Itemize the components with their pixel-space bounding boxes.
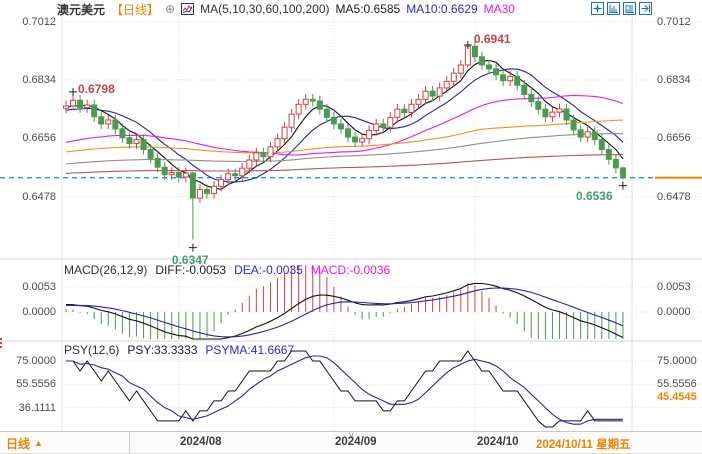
- axis-zoom-icon[interactable]: [623, 2, 636, 15]
- axis-label: 0.0000: [657, 306, 691, 318]
- month-label: 2024/09: [335, 436, 377, 448]
- psy-value: PSY:33.3333: [127, 343, 198, 357]
- period-tag: 【日线】: [111, 2, 160, 17]
- axis-label: 0.6478: [0, 190, 56, 203]
- axis-label: 75.0000: [657, 355, 697, 367]
- axis-label: 0.0053: [657, 281, 691, 293]
- axis-label: 0.6834: [0, 74, 56, 86]
- axis-label: 75.0000: [0, 355, 56, 367]
- macd-diff-line: [65, 282, 624, 340]
- ma-line-MA200: [65, 154, 623, 174]
- axis-label: 45.4545: [657, 390, 697, 403]
- low-price-annotation: 0.6347: [171, 252, 209, 267]
- axis-label: 0.0053: [0, 281, 56, 293]
- axis-label: 55.5556: [0, 378, 56, 391]
- macd-macd-value: MACD:-0.0036: [310, 263, 391, 277]
- extreme-marker-cross: [618, 181, 627, 190]
- time-axis-bar: 日线 ▲ ∨ 2024/08 2024/09 2024/10 2024/10/11 星…: [0, 430, 702, 454]
- axis-label: 36.1111: [0, 401, 56, 414]
- gridlines: [0, 0, 702, 431]
- crosshair-icon[interactable]: [591, 2, 604, 15]
- timeframe-selector[interactable]: 日线 ▲: [0, 432, 130, 454]
- extreme-marker-cross: [463, 40, 472, 49]
- ma-line-MA60: [65, 119, 623, 154]
- timeframe-label: 日线: [6, 436, 31, 451]
- ma10-value: MA10:0.6629: [406, 2, 478, 16]
- axis-label: 0.0000: [0, 306, 56, 318]
- macd-header: MACD(26,12,9) DIFF:-0.0053 DEA:-0.0035 M…: [64, 263, 390, 277]
- collapse-handle-icon[interactable]: ∨: [348, 430, 355, 440]
- macd-name: MACD(26,12,9): [64, 263, 148, 277]
- symbol-title: 澳元美元: [57, 2, 106, 17]
- macd-layer: [65, 265, 624, 340]
- ma-settings-label: MA(5,10,30,60,100,200): [200, 2, 330, 16]
- high-price-annotation: 0.6798: [78, 81, 115, 96]
- axis-label: 0.6478: [657, 190, 691, 203]
- ma-line-MA10: [65, 68, 624, 183]
- axis-label: 55.5556: [657, 378, 697, 391]
- axis-label: 0.7012: [657, 15, 691, 28]
- ma5-value: MA5:0.6585: [335, 2, 401, 16]
- month-label: 2024/08: [180, 436, 222, 448]
- ma-line-MA5: [65, 59, 624, 190]
- extreme-marker-cross: [188, 243, 197, 252]
- macd-diff-value: DIFF:-0.0053: [155, 263, 227, 277]
- low-price-annotation: 0.6536: [575, 188, 613, 203]
- extreme-marker-cross: [69, 87, 78, 96]
- candles-layer: [63, 41, 626, 240]
- high-price-annotation: 0.6941: [473, 31, 511, 46]
- axis-label: 0.6834: [657, 74, 691, 86]
- mini-chart-icon: [181, 3, 195, 15]
- psyma-value: PSYMA:41.6667: [205, 343, 295, 357]
- jump-to-latest-icon[interactable]: [639, 2, 652, 15]
- main-chart-header: 澳元美元 【日线】 ⊕ MA(5,10,30,60,100,200) MA5:0…: [57, 1, 515, 17]
- chart-canvas[interactable]: [0, 0, 702, 431]
- axis-scale-icon[interactable]: [607, 2, 620, 15]
- month-label: 2024/10: [477, 436, 519, 448]
- axis-label: 0.6656: [657, 132, 691, 145]
- chart-toolbar: [591, 2, 652, 15]
- macd-dea-line: [65, 287, 624, 338]
- panel-marker-icon: [0, 338, 6, 348]
- axis-label: 0.6656: [0, 132, 56, 145]
- psy-layer: [66, 350, 623, 428]
- ma-lines: [65, 59, 624, 190]
- current-date-label: 2024/10/11 星期五: [536, 439, 631, 451]
- timeframe-arrow-icon: ▲: [34, 438, 43, 448]
- psyma-line: [66, 355, 623, 425]
- psy-header: PSY(12,6) PSY:33.3333 PSYMA:41.6667: [64, 343, 294, 357]
- psy-line: [66, 350, 623, 428]
- add-indicator-icon[interactable]: ⊕: [165, 2, 176, 16]
- macd-dea-value: DEA:-0.0035: [234, 263, 303, 277]
- axis-label: 0.7012: [0, 15, 56, 28]
- psy-name: PSY(12,6): [64, 343, 120, 357]
- ma30-value: MA30: [483, 2, 515, 16]
